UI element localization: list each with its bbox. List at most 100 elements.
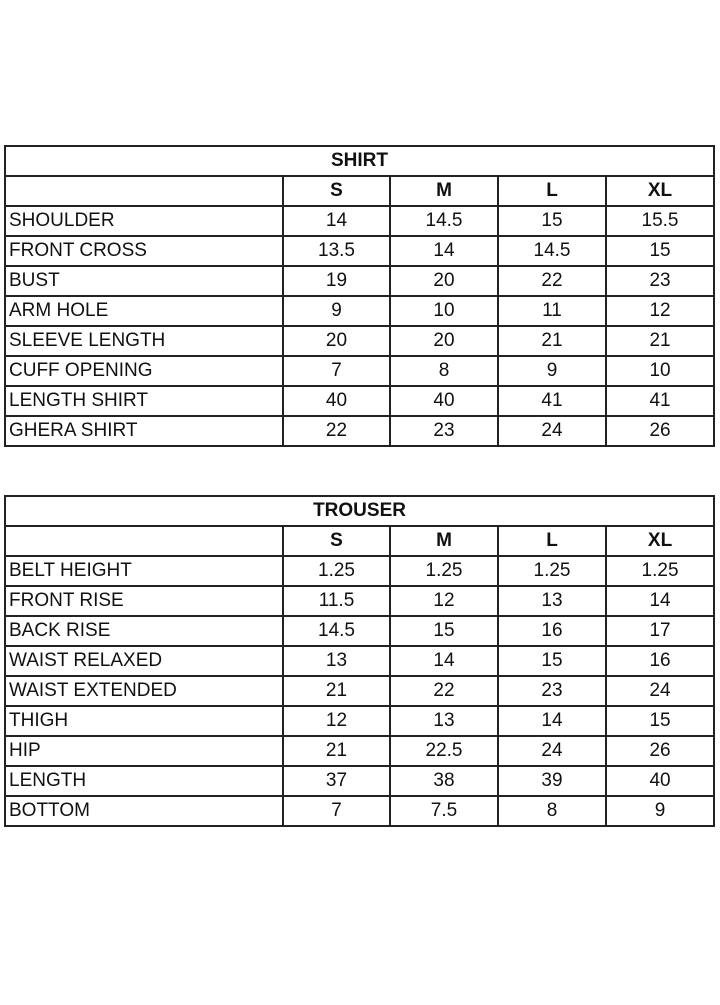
measurement-value: 11 <box>497 295 607 327</box>
table-row: LENGTH 37 38 39 40 <box>4 765 716 797</box>
table-row: SHOULDER 14 14.5 15 15.5 <box>4 205 716 237</box>
size-header-row: S M L XL <box>4 525 716 557</box>
measurement-value: 19 <box>282 265 391 297</box>
measurement-value: 16 <box>497 615 607 647</box>
measurement-value: 13.5 <box>282 235 391 267</box>
measurement-label: WAIST RELAXED <box>4 645 284 677</box>
measurement-value: 22 <box>389 675 499 707</box>
measurement-value: 15 <box>604 705 716 737</box>
measurement-value: 13 <box>497 585 607 617</box>
measurement-label: FRONT RISE <box>4 585 284 617</box>
measurement-value: 14.5 <box>497 235 607 267</box>
table-row: BACK RISE 14.5 15 16 17 <box>4 615 716 647</box>
table-row: WAIST RELAXED 13 14 15 16 <box>4 645 716 677</box>
measurement-value: 40 <box>282 385 391 417</box>
size-header-row: S M L XL <box>4 175 716 207</box>
measurement-label: WAIST EXTENDED <box>4 675 284 707</box>
measurement-value: 10 <box>604 355 716 387</box>
measurement-value: 21 <box>282 735 391 767</box>
measurement-label: GHERA SHIRT <box>4 415 284 447</box>
measurement-value: 23 <box>389 415 499 447</box>
table-title: SHIRT <box>3 145 716 177</box>
measurement-value: 20 <box>389 265 499 297</box>
measurement-value: 15 <box>604 235 716 267</box>
measurement-value: 14.5 <box>282 615 391 647</box>
measurement-value: 9 <box>604 795 716 827</box>
measurement-value: 40 <box>604 765 716 797</box>
table-row: CUFF OPENING 7 8 9 10 <box>4 355 716 387</box>
trouser-size-table: TROUSER S M L XL BELT HEIGHT 1.25 1.25 1.25 1.25 F… <box>3 495 716 827</box>
measurement-value: 39 <box>497 765 607 797</box>
measurement-value: 14 <box>282 205 391 237</box>
measurement-value: 17 <box>604 615 716 647</box>
measurement-label: SHOULDER <box>4 205 284 237</box>
table-row: ARM HOLE 9 10 11 12 <box>4 295 716 327</box>
size-header-m: M <box>389 175 499 207</box>
measurement-value: 16 <box>604 645 716 677</box>
measurement-label: THIGH <box>4 705 284 737</box>
measurement-value: 37 <box>282 765 391 797</box>
table-row: WAIST EXTENDED 21 22 23 24 <box>4 675 716 707</box>
measurement-value: 12 <box>389 585 499 617</box>
measurement-value: 14 <box>497 705 607 737</box>
measurement-value: 26 <box>604 735 716 767</box>
measurement-value: 22 <box>282 415 391 447</box>
measurement-value: 1.25 <box>282 555 391 587</box>
table-row: FRONT RISE 11.5 12 13 14 <box>4 585 716 617</box>
measurement-value: 21 <box>497 325 607 357</box>
measurement-value: 9 <box>497 355 607 387</box>
measurement-value: 41 <box>497 385 607 417</box>
measurement-label: BOTTOM <box>4 795 284 827</box>
measurement-value: 15 <box>497 205 607 237</box>
size-header-s: S <box>282 175 391 207</box>
table-row: HIP 21 22.5 24 26 <box>4 735 716 767</box>
measurement-label: LENGTH SHIRT <box>4 385 284 417</box>
measurement-value: 8 <box>389 355 499 387</box>
measurement-value: 8 <box>497 795 607 827</box>
measurement-value: 21 <box>604 325 716 357</box>
measurement-label: SLEEVE LENGTH <box>4 325 284 357</box>
measurement-value: 24 <box>497 735 607 767</box>
measurement-value: 38 <box>389 765 499 797</box>
measurement-value: 21 <box>282 675 391 707</box>
table-title-row: SHIRT <box>3 145 716 177</box>
measurement-value: 13 <box>282 645 391 677</box>
measurement-value: 7 <box>282 795 391 827</box>
measurement-value: 7 <box>282 355 391 387</box>
measurement-value: 12 <box>604 295 716 327</box>
measurement-value: 15 <box>389 615 499 647</box>
size-header-xl: XL <box>604 525 716 557</box>
measurement-label: HIP <box>4 735 284 767</box>
measurement-value: 7.5 <box>389 795 499 827</box>
table-row: BELT HEIGHT 1.25 1.25 1.25 1.25 <box>4 555 716 587</box>
shirt-size-table: SHIRT S M L XL SHOULDER 14 14.5 15 15.5 FRONT CROS… <box>3 145 716 447</box>
measurement-value: 24 <box>497 415 607 447</box>
size-header-l: L <box>497 525 607 557</box>
measurement-value: 24 <box>604 675 716 707</box>
measurement-value: 14 <box>389 235 499 267</box>
table-row: LENGTH SHIRT 40 40 41 41 <box>4 385 716 417</box>
measurement-value: 11.5 <box>282 585 391 617</box>
measurement-label: CUFF OPENING <box>4 355 284 387</box>
measurement-value: 12 <box>282 705 391 737</box>
size-header-xl: XL <box>604 175 716 207</box>
measurement-label: BACK RISE <box>4 615 284 647</box>
measurement-value: 14 <box>604 585 716 617</box>
measurement-value: 10 <box>389 295 499 327</box>
measurement-value: 14 <box>389 645 499 677</box>
size-header-s: S <box>282 525 391 557</box>
table-row: BOTTOM 7 7.5 8 9 <box>4 795 716 827</box>
table-title-row: TROUSER <box>3 495 716 527</box>
size-header-l: L <box>497 175 607 207</box>
measurement-value: 13 <box>389 705 499 737</box>
measurement-value: 1.25 <box>604 555 716 587</box>
table-row: FRONT CROSS 13.5 14 14.5 15 <box>4 235 716 267</box>
measurement-label: LENGTH <box>4 765 284 797</box>
measurement-value: 15.5 <box>604 205 716 237</box>
table-row: GHERA SHIRT 22 23 24 26 <box>4 415 716 447</box>
measurement-label: FRONT CROSS <box>4 235 284 267</box>
measurement-value: 15 <box>497 645 607 677</box>
measurement-value: 14.5 <box>389 205 499 237</box>
measurement-label: ARM HOLE <box>4 295 284 327</box>
measurement-value: 26 <box>604 415 716 447</box>
